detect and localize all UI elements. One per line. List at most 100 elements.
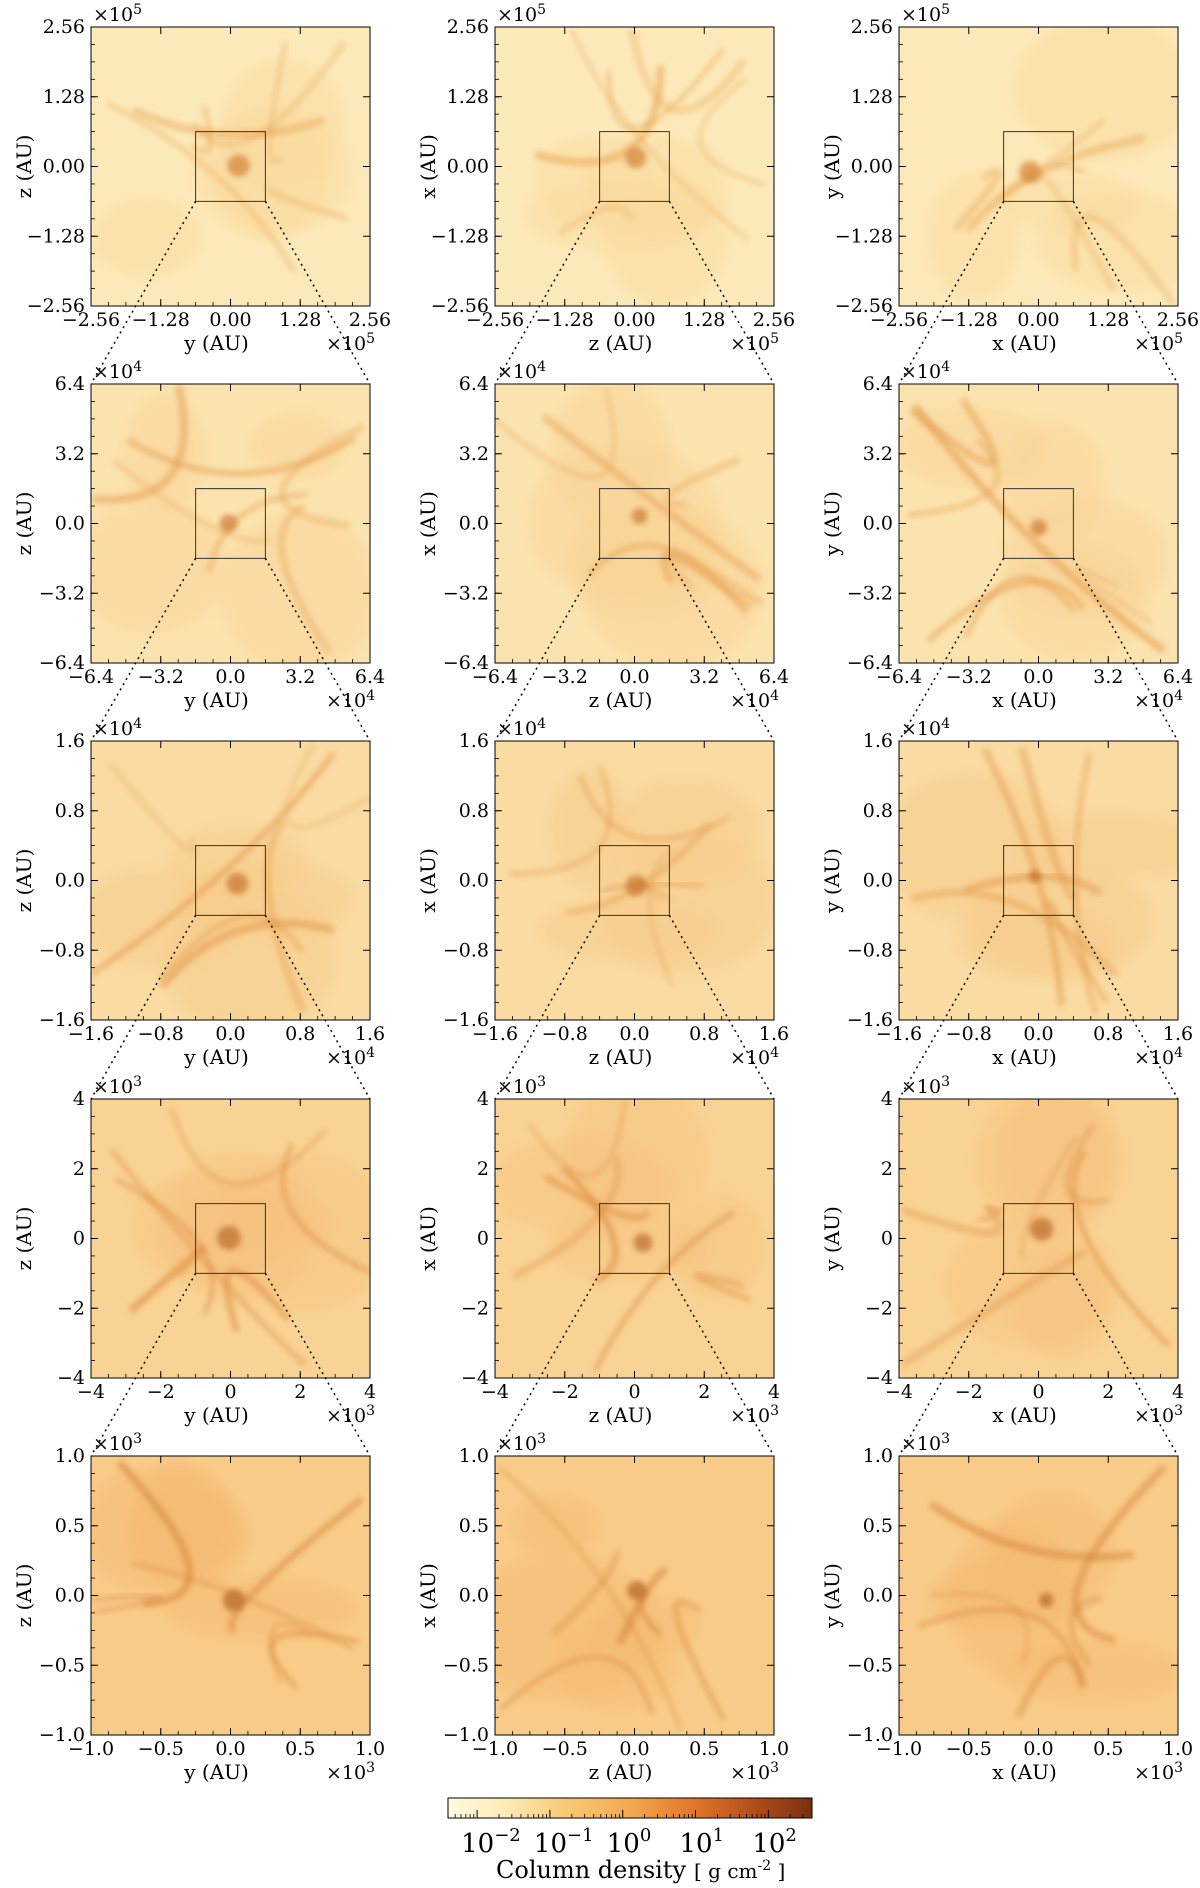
colorbar-gradient xyxy=(447,1797,813,1819)
density-blob xyxy=(91,501,228,634)
y-multiplier: ×103 xyxy=(497,1431,546,1455)
filament xyxy=(269,1630,360,1690)
filament xyxy=(1020,1135,1078,1259)
x-multiplier: ×104 xyxy=(730,688,779,712)
x-tick-label: 2.56 xyxy=(753,309,795,331)
filament xyxy=(570,29,750,241)
y-tick-label: 3.2 xyxy=(55,443,85,465)
x-tick-label: −2.56 xyxy=(62,309,120,331)
x-tick-label: −0.8 xyxy=(138,1023,184,1045)
y-tick-label: 1.0 xyxy=(459,1445,489,1467)
x-tick-label: 0.00 xyxy=(209,309,251,331)
filament xyxy=(223,1267,291,1333)
filaments xyxy=(523,27,766,306)
filament xyxy=(263,818,307,1014)
colorbar-unit-exponent: -2 xyxy=(758,1858,772,1874)
y-tick-label: 4 xyxy=(477,1088,489,1110)
filament xyxy=(928,1500,1134,1561)
x-tick-label: 0.5 xyxy=(689,1738,719,1760)
x-tick-label: 0.5 xyxy=(1093,1738,1123,1760)
y-tick-label: −4 xyxy=(461,1367,489,1389)
filament xyxy=(541,413,762,583)
y-axis-label: y (AU) xyxy=(820,491,844,557)
zoom-connector-left xyxy=(898,201,1005,385)
x-tick-label: −0.5 xyxy=(542,1738,588,1760)
density-blob xyxy=(495,1553,656,1702)
x-tick-label: −1.28 xyxy=(132,309,190,331)
y-tick-label: −6.4 xyxy=(443,652,489,674)
x-tick-label: 0.0 xyxy=(215,666,245,688)
y-tick-label: −6.4 xyxy=(847,652,893,674)
y-tick-label: 0.0 xyxy=(55,1585,85,1607)
x-tick-label: −2 xyxy=(551,1381,579,1403)
panel-r0-c1: −2.56−2.56 −1.28 −1.28 0.00 0.00 1.28 1.28 2.56… xyxy=(416,2,795,355)
x-tick-label: −1.6 xyxy=(876,1023,922,1045)
density-blob xyxy=(131,1461,230,1573)
x-tick-label: 0.5 xyxy=(285,1738,315,1760)
filaments xyxy=(899,746,1178,1016)
y-axis-label: z (AU) xyxy=(12,135,36,199)
x-axis-label: y (AU) xyxy=(183,1760,249,1784)
x-tick-label: 1.6 xyxy=(355,1023,385,1045)
y-tick-label: 1.0 xyxy=(55,1445,85,1467)
filament xyxy=(278,503,332,655)
y-axis-label: x (AU) xyxy=(416,1206,440,1271)
filament xyxy=(1072,753,1099,1016)
filament xyxy=(663,456,740,509)
panel-r2-c1: −1.6−1.6 −0.8 −0.8 0.0 0.0 0.8 0.8 1.6 1.6 z (AU)… xyxy=(416,716,789,1069)
filament xyxy=(1071,213,1177,306)
filament xyxy=(593,1211,735,1372)
y-tick-label: −0.5 xyxy=(847,1654,893,1676)
y-tick-label: −2.56 xyxy=(835,295,893,317)
density-blob xyxy=(91,196,205,278)
zoom-connector-left xyxy=(494,1273,601,1457)
y-tick-label: 0.0 xyxy=(863,513,893,535)
x-tick-label: −1.6 xyxy=(472,1023,518,1045)
x-tick-label: −4 xyxy=(481,1381,509,1403)
y-axis-label: x (AU) xyxy=(416,848,440,913)
y-multiplier: ×103 xyxy=(901,1431,950,1455)
filament xyxy=(901,1205,1003,1237)
filament xyxy=(91,1594,164,1615)
filaments xyxy=(495,1465,726,1731)
y-tick-label: 1.28 xyxy=(851,86,893,108)
dense-core xyxy=(633,1233,653,1253)
y-multiplier: ×105 xyxy=(901,2,950,26)
zoom-connector-right xyxy=(1072,558,1179,742)
x-tick-label: −2 xyxy=(147,1381,175,1403)
filament xyxy=(111,458,272,543)
zoom-box xyxy=(195,1203,266,1274)
filament xyxy=(227,1496,364,1635)
y-tick-label: 4 xyxy=(881,1088,893,1110)
panel-r2-c0: −1.6−1.6 −0.8 −0.8 0.0 0.0 0.8 0.8 1.6 1.6 y (AU)… xyxy=(12,716,385,1069)
y-axis-label: x (AU) xyxy=(416,134,440,199)
filament xyxy=(499,1655,654,1715)
filament xyxy=(116,1460,193,1608)
filaments xyxy=(495,1099,766,1372)
y-tick-label: 0.0 xyxy=(55,870,85,892)
x-tick-label: 6.4 xyxy=(355,666,385,688)
x-tick-label: 0.00 xyxy=(1017,309,1059,331)
zoom-connector-left xyxy=(494,201,601,385)
y-tick-label: 0.8 xyxy=(55,800,85,822)
y-tick-label: −0.8 xyxy=(39,939,85,961)
y-tick-label: −1.28 xyxy=(835,225,893,247)
density-blob xyxy=(249,411,346,481)
x-tick-label: 2 xyxy=(1102,1381,1114,1403)
x-tick-label: −3.2 xyxy=(542,666,588,688)
x-tick-label: −2.56 xyxy=(870,309,928,331)
x-tick-label: 1.6 xyxy=(759,1023,789,1045)
y-tick-label: −2.56 xyxy=(27,295,85,317)
x-tick-label: 1.0 xyxy=(1163,1738,1193,1760)
x-tick-label: 1.6 xyxy=(1163,1023,1193,1045)
y-tick-label: −3.2 xyxy=(39,582,85,604)
x-tick-label: 2 xyxy=(294,1381,306,1403)
y-tick-label: 0 xyxy=(73,1228,85,1250)
filament xyxy=(266,185,350,222)
dense-core xyxy=(625,874,647,897)
x-multiplier: ×103 xyxy=(326,1403,375,1427)
x-multiplier: ×104 xyxy=(730,1045,779,1069)
y-tick-label: 1.6 xyxy=(55,730,85,752)
x-axis-label: z (AU) xyxy=(589,688,653,712)
y-tick-label: −1.0 xyxy=(39,1724,85,1746)
